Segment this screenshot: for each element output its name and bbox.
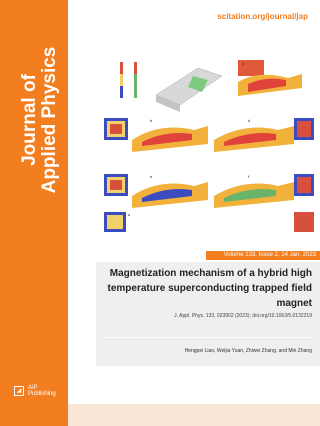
bottom-band — [68, 404, 320, 426]
panel-f: f — [214, 174, 314, 208]
publisher-logo: ◢ AIP Publishing — [14, 385, 56, 397]
issue-banner: Volume 133, Issue 2, 14 Jan. 2023 — [206, 251, 320, 260]
aip-logo-icon: ◢ — [14, 386, 24, 396]
article-box — [96, 262, 320, 366]
panel-b: b — [104, 118, 208, 152]
cover-figure: c b d e — [104, 60, 314, 232]
panel-label-e: e — [150, 174, 153, 179]
panel-c: c — [238, 60, 302, 96]
article-citation[interactable]: J. Appl. Phys. 133, 023902 (2023); doi.o… — [174, 313, 312, 319]
journal-title-line2: Applied Physics — [39, 46, 60, 194]
article-title[interactable]: Magnetization mechanism of a hybrid high… — [107, 268, 312, 309]
article-authors: Hengpei Liao, Weijia Yuan, Zhiwei Zhang,… — [184, 348, 312, 354]
panel-label-a: a — [128, 212, 131, 217]
panel-d: d — [214, 118, 314, 152]
figure-legend — [120, 62, 137, 98]
cover-spine: Journal of Applied Physics ◢ AIP Publish… — [0, 0, 68, 426]
panel-label-f: f — [248, 174, 250, 179]
panel-e: e — [104, 174, 208, 208]
publisher-line1: AIP — [28, 385, 38, 391]
panel-a: a — [104, 212, 314, 232]
panel-label-c: c — [242, 61, 244, 66]
journal-title: Journal of Applied Physics — [19, 30, 60, 210]
panel-label-d: d — [248, 118, 250, 123]
magnet-3d-side — [156, 95, 180, 112]
article-divider — [104, 337, 314, 338]
publisher-line2: Publishing — [28, 391, 56, 397]
journal-title-line1: Journal of — [19, 74, 40, 166]
panel-label-b: b — [150, 118, 153, 123]
journal-url[interactable]: scitation.org/journal/jap — [217, 12, 308, 21]
magnet-3d-core — [188, 76, 208, 92]
